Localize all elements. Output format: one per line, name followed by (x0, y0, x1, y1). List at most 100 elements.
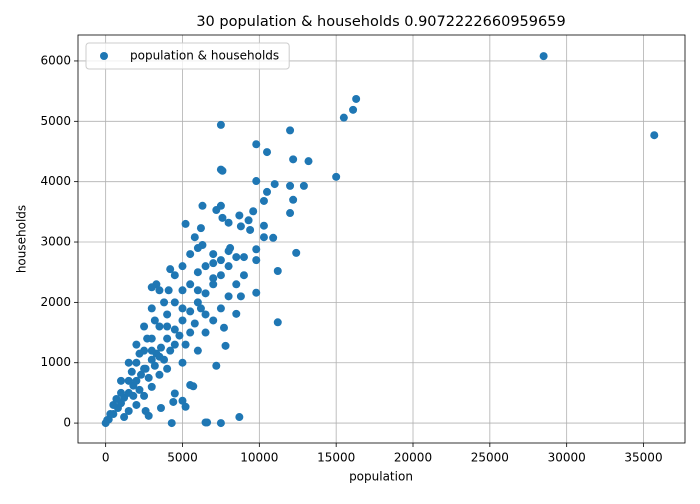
point (164, 286, 173, 295)
point (155, 370, 164, 379)
point (170, 325, 179, 334)
point (236, 292, 245, 301)
point (193, 244, 202, 253)
point (155, 322, 164, 331)
point (246, 225, 255, 234)
point (106, 410, 115, 419)
point (147, 382, 156, 391)
point (235, 413, 244, 422)
point (166, 265, 175, 274)
point (201, 310, 210, 319)
point (273, 318, 282, 327)
point (232, 309, 241, 318)
point (175, 331, 184, 340)
point (239, 253, 248, 262)
y-tick-label: 0 (63, 416, 71, 430)
point (178, 286, 187, 295)
point (178, 304, 187, 313)
point (249, 207, 258, 216)
point (190, 319, 199, 328)
point (232, 280, 241, 289)
x-tick-label: 20000 (394, 451, 432, 465)
legend: population & households (85, 42, 290, 70)
point (135, 349, 144, 358)
point (178, 316, 187, 325)
point (137, 370, 146, 379)
point (140, 391, 149, 400)
point (201, 328, 210, 337)
point (186, 307, 195, 316)
point (221, 341, 230, 350)
point (143, 334, 152, 343)
point (178, 262, 187, 271)
point (219, 323, 228, 332)
point (269, 233, 278, 242)
point (201, 262, 210, 271)
point (186, 280, 195, 289)
point (289, 155, 298, 164)
point (252, 140, 261, 149)
point (135, 385, 144, 394)
point (209, 250, 218, 259)
point (189, 382, 198, 391)
point (127, 367, 136, 376)
point (304, 157, 313, 166)
point (216, 271, 225, 280)
point (273, 266, 282, 275)
point (132, 376, 141, 385)
point (218, 166, 227, 175)
point (235, 211, 244, 220)
y-tick-label: 4000 (40, 174, 71, 188)
point (209, 274, 218, 283)
point (259, 196, 268, 205)
point (209, 259, 218, 268)
point (124, 358, 133, 367)
point (650, 131, 659, 140)
point (352, 94, 361, 103)
point (160, 298, 169, 307)
legend-label: population & households (130, 49, 279, 63)
point (292, 248, 301, 257)
plot-frame (77, 34, 686, 444)
point (224, 292, 233, 301)
point (109, 400, 118, 409)
x-tick-label: 30000 (548, 451, 586, 465)
point (232, 253, 241, 262)
point (239, 271, 248, 280)
point (252, 256, 261, 265)
point (332, 172, 341, 181)
grid (78, 35, 685, 443)
point (259, 233, 268, 242)
x-axis-label: population (349, 470, 413, 484)
point (132, 400, 141, 409)
point (263, 187, 272, 196)
point (224, 247, 233, 256)
point (193, 268, 202, 277)
x-tick-label: 10000 (240, 451, 278, 465)
point (193, 346, 202, 355)
point (299, 181, 308, 190)
point (147, 283, 156, 292)
point (140, 322, 149, 331)
y-tick-label: 6000 (40, 53, 71, 67)
point (252, 245, 261, 254)
point (163, 364, 172, 373)
point (539, 52, 548, 61)
point (163, 334, 172, 343)
point (216, 304, 225, 313)
point (263, 148, 272, 157)
point (216, 256, 225, 265)
point (236, 222, 245, 231)
point (150, 361, 159, 370)
point (181, 340, 190, 349)
point (170, 298, 179, 307)
point (193, 286, 202, 295)
point (209, 316, 218, 325)
y-tick-label: 3000 (40, 235, 71, 249)
y-tick-label: 1000 (40, 355, 71, 369)
point (218, 213, 227, 222)
marks (101, 52, 659, 428)
point (212, 206, 221, 215)
point (196, 304, 205, 313)
